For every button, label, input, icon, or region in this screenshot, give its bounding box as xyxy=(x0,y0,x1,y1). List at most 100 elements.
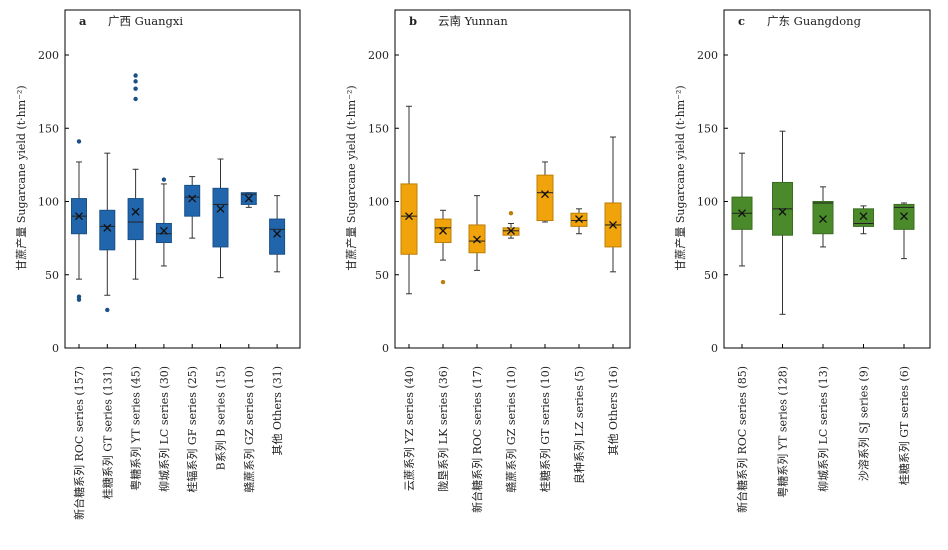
box-1 xyxy=(434,209,452,285)
box-0 xyxy=(71,139,87,302)
outlier-point xyxy=(508,211,514,216)
box-1 xyxy=(99,152,116,313)
category-label: 赣蔗系列 GZ series (10) xyxy=(242,366,256,493)
category-label: 柳城系列 LC series (13) xyxy=(816,366,830,492)
outlier-point xyxy=(133,73,138,78)
box-4 xyxy=(893,202,915,260)
mean-marker xyxy=(75,212,83,221)
y-tick-label: 50 xyxy=(45,269,59,282)
category-label: 其他 Others (16) xyxy=(607,366,620,456)
category-label: 新台糖系列 ROC series (85) xyxy=(735,366,749,513)
mean-marker xyxy=(507,226,515,235)
mean-marker xyxy=(473,235,481,244)
panel-b: 0 50 100 150 200 甘蔗产量 Sugarcane yield (t·hm⁻²… xyxy=(344,9,631,513)
y-tick-label: 150 xyxy=(697,122,718,135)
outlier-point xyxy=(440,279,446,285)
y-tick-label: 150 xyxy=(368,122,389,135)
box-7 xyxy=(269,195,286,273)
panel-a: 0 50 100 150 200 甘蔗产量 Sugarcane yield (t·hm⁻²… xyxy=(14,9,301,520)
y-tick-label: 200 xyxy=(38,49,59,62)
box-iqr xyxy=(212,187,229,248)
category-label: 赣蔗系列 GZ series (10) xyxy=(504,366,518,493)
mean-marker xyxy=(103,223,112,232)
box-0 xyxy=(731,152,753,267)
panel-title: 广东 Guangdong xyxy=(767,14,862,28)
category-label: 良种系列 LZ series (5) xyxy=(572,366,586,484)
outlier-point xyxy=(105,307,110,313)
category-label: 云蔗系列 YZ series (40) xyxy=(402,366,416,491)
category-label: 新台糖系列 ROC series (157) xyxy=(72,366,86,520)
box-5 xyxy=(212,158,229,279)
y-tick-label: 100 xyxy=(38,196,59,209)
mean-marker xyxy=(273,229,282,238)
y-axis-label: 甘蔗产量 Sugarcane yield (t·hm⁻²) xyxy=(673,85,687,270)
box-iqr xyxy=(812,201,834,235)
y-axis-label: 甘蔗产量 Sugarcane yield (t·hm⁻²) xyxy=(344,85,358,270)
box-2 xyxy=(812,186,834,248)
mean-marker xyxy=(819,215,827,224)
box-4 xyxy=(536,161,554,223)
category-label: 桂糖系列 GT series (6) xyxy=(897,366,911,485)
panel-letter: a xyxy=(79,14,87,28)
box-2 xyxy=(468,195,486,271)
box-iqr xyxy=(127,198,144,241)
mean-marker xyxy=(900,212,908,221)
outlier-point xyxy=(161,177,167,182)
box-6 xyxy=(604,136,622,273)
category-label: B系列 B series (15) xyxy=(214,366,228,470)
outlier-point xyxy=(76,139,82,144)
mean-marker xyxy=(541,190,549,199)
panel-c: 0 50 100 150 200 甘蔗产量 Sugarcane yield (t·hm⁻²… xyxy=(673,9,931,513)
box-iqr xyxy=(400,183,418,255)
box-3 xyxy=(155,177,172,267)
mean-marker xyxy=(859,212,868,221)
y-tick-label: 0 xyxy=(382,342,389,355)
y-tick-label: 100 xyxy=(368,196,389,209)
mean-marker xyxy=(738,209,746,218)
box-3 xyxy=(853,205,874,235)
mean-marker xyxy=(159,226,168,235)
mean-marker xyxy=(439,226,447,235)
y-axis-label: 甘蔗产量 Sugarcane yield (t·hm⁻²) xyxy=(14,85,28,270)
y-tick-label: 100 xyxy=(697,196,718,209)
category-label: 陇垦系列 LK series (36) xyxy=(436,366,450,492)
category-label: 柳城系列 LC series (30) xyxy=(157,366,171,492)
y-tick-label: 200 xyxy=(368,49,389,62)
panel-letter: b xyxy=(409,14,417,28)
panel-title: 广西 Guangxi xyxy=(108,14,183,28)
mean-marker xyxy=(405,212,413,221)
box-3 xyxy=(502,211,520,239)
box-iqr xyxy=(536,174,554,222)
category-label: 粤糖系列 YT series (128) xyxy=(776,366,790,498)
box-2 xyxy=(127,73,144,280)
y-tick-label: 200 xyxy=(697,49,718,62)
y-tick-label: 0 xyxy=(711,342,718,355)
mean-marker xyxy=(188,194,197,203)
y-tick-label: 0 xyxy=(52,342,59,355)
category-label: 桂糖系列 GT series (10) xyxy=(538,366,552,492)
y-tick-label: 150 xyxy=(38,122,59,135)
outlier-point xyxy=(76,297,82,302)
mean-marker xyxy=(244,194,253,203)
category-label: 桂辐系列 GF series (25) xyxy=(185,366,199,493)
outlier-point xyxy=(133,86,138,91)
plot-frame xyxy=(394,9,631,349)
category-label: 粤糖系列 YT series (45) xyxy=(129,366,143,491)
category-label: 桂糖系列 GT series (131) xyxy=(100,366,114,499)
y-tick-label: 50 xyxy=(704,269,718,282)
box-iqr xyxy=(99,209,116,251)
outlier-point xyxy=(133,96,138,102)
panel-title: 云南 Yunnan xyxy=(438,14,508,28)
mean-marker xyxy=(131,207,140,216)
y-tick-label: 50 xyxy=(375,269,389,282)
box-iqr xyxy=(155,222,172,244)
category-label: 沙溶系列 SJ series (9) xyxy=(857,366,871,481)
box-iqr xyxy=(269,218,286,255)
category-label: 新台糖系列 ROC series (17) xyxy=(470,366,484,513)
plot-frame xyxy=(64,9,301,349)
box-iqr xyxy=(853,208,874,227)
box-6 xyxy=(240,192,257,208)
mean-marker xyxy=(778,207,787,216)
box-5 xyxy=(570,208,588,235)
